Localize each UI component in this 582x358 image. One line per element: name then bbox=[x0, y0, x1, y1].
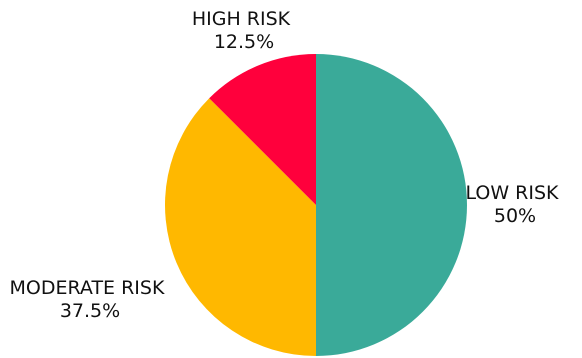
label-moderate-risk-name: MODERATE RISK bbox=[10, 277, 165, 299]
label-high-risk: HIGH RISK 12.5% bbox=[192, 8, 296, 53]
slice-low-risk bbox=[316, 54, 467, 356]
slice-high-risk bbox=[209, 54, 316, 205]
label-low-risk-value: 50% bbox=[494, 205, 536, 227]
slice-moderate-risk bbox=[165, 98, 316, 357]
label-low-risk: LOW RISK 50% bbox=[465, 182, 564, 227]
pie-slices bbox=[165, 54, 467, 357]
label-low-risk-name: LOW RISK bbox=[465, 182, 559, 204]
label-moderate-risk-value: 37.5% bbox=[60, 300, 120, 322]
label-high-risk-value: 12.5% bbox=[214, 31, 274, 53]
label-high-risk-name: HIGH RISK bbox=[192, 8, 291, 30]
label-moderate-risk: MODERATE RISK 37.5% bbox=[10, 277, 171, 322]
